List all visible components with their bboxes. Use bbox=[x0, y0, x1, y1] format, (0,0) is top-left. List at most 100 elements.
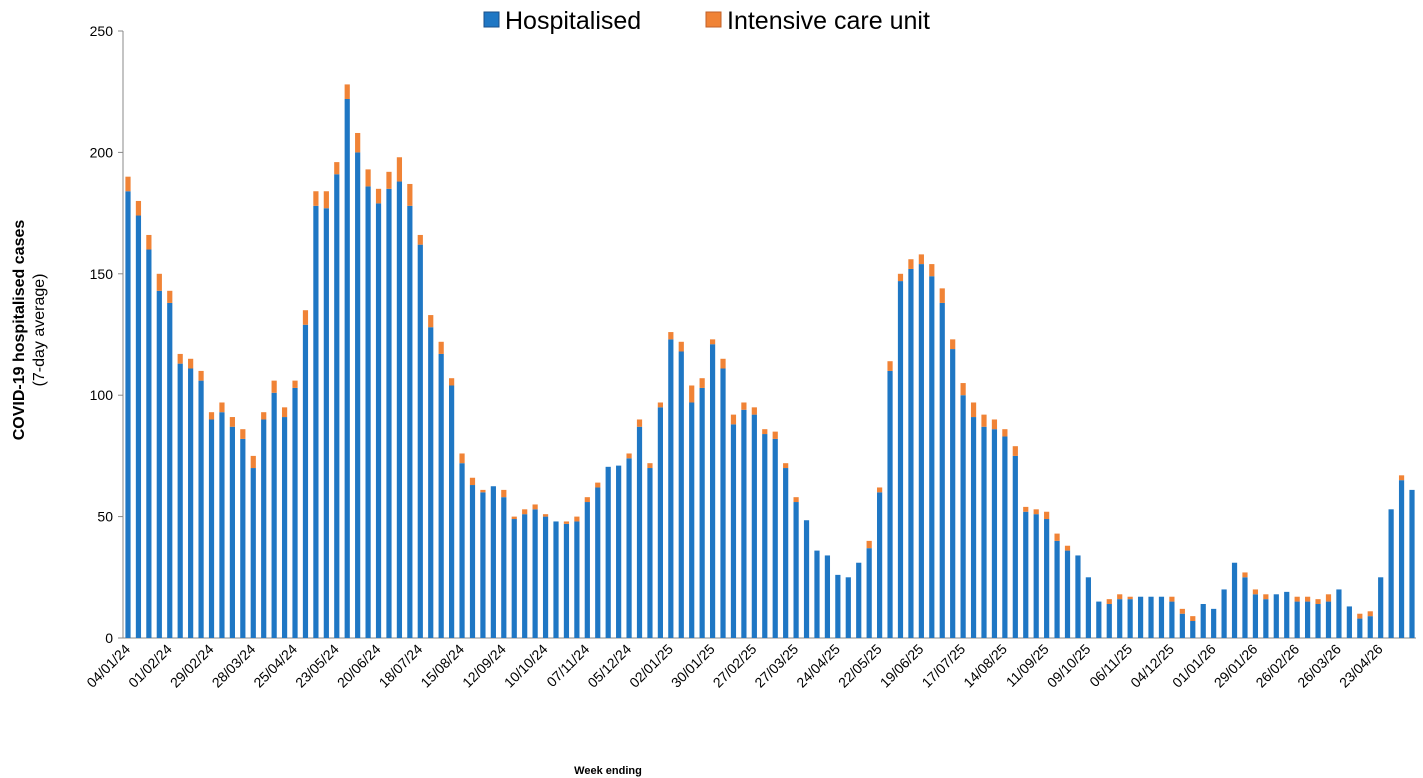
bar-segment bbox=[365, 169, 371, 187]
bar-segment bbox=[803, 520, 810, 638]
x-tick-label: 04/12/25 bbox=[1127, 641, 1177, 691]
bar-segment bbox=[1190, 621, 1196, 638]
bar-segment bbox=[469, 485, 476, 638]
bar-segment bbox=[292, 380, 298, 388]
x-tick-label: 05/12/24 bbox=[584, 641, 634, 691]
bar-segment bbox=[709, 339, 716, 345]
bar-segment bbox=[417, 234, 423, 245]
y-axis-sublabel: (7-day average) bbox=[31, 274, 48, 387]
bar-segment bbox=[970, 402, 977, 418]
bar-segment bbox=[1169, 601, 1175, 638]
bar-segment bbox=[897, 273, 904, 282]
bar-segment bbox=[271, 380, 277, 393]
bar-segment bbox=[219, 402, 225, 413]
bar-segment bbox=[845, 577, 851, 638]
bar-segment bbox=[208, 412, 215, 420]
bar-segment bbox=[1263, 594, 1269, 600]
bar-segment bbox=[908, 268, 914, 638]
bar-segment bbox=[626, 458, 632, 638]
bar-segment bbox=[459, 453, 465, 464]
bar-segment bbox=[250, 468, 256, 638]
bar-segment bbox=[542, 516, 549, 638]
bar-segment bbox=[302, 324, 309, 638]
bar-segment bbox=[302, 310, 309, 325]
bar-segment bbox=[835, 574, 841, 638]
y-tick-label: 50 bbox=[97, 509, 113, 525]
legend-swatch bbox=[483, 11, 500, 28]
bar-segment bbox=[1127, 599, 1133, 638]
bar-segment bbox=[657, 407, 663, 638]
bar-segment bbox=[1096, 601, 1102, 638]
bar-segment bbox=[386, 188, 392, 638]
bar-segment bbox=[1378, 577, 1384, 638]
bar-segment bbox=[1044, 511, 1050, 520]
bar-segment bbox=[1012, 455, 1018, 638]
bar-segment bbox=[1117, 594, 1123, 600]
bar-segment bbox=[991, 429, 998, 638]
x-tick-label: 01/01/26 bbox=[1169, 641, 1219, 691]
bar-segment bbox=[1106, 604, 1112, 638]
bar-segment bbox=[313, 205, 319, 639]
bar-segment bbox=[240, 438, 246, 638]
bar-segment bbox=[1200, 604, 1206, 638]
bar-segment bbox=[741, 402, 747, 410]
bar-segment bbox=[344, 98, 350, 638]
bar-segment bbox=[751, 414, 757, 638]
bar-segment bbox=[1044, 519, 1050, 638]
bar-segment bbox=[438, 353, 444, 638]
bar-segment bbox=[271, 392, 277, 638]
bar-segment bbox=[365, 186, 371, 638]
x-tick-label: 26/03/26 bbox=[1294, 641, 1344, 691]
bar-segment bbox=[1305, 601, 1311, 638]
bar-segment bbox=[574, 516, 580, 522]
bar-segment bbox=[720, 368, 726, 638]
x-tick-label: 27/02/25 bbox=[710, 641, 760, 691]
bar-segment bbox=[522, 514, 528, 638]
bar-segment bbox=[887, 361, 893, 371]
bar-segment bbox=[1002, 429, 1008, 437]
bar-segment bbox=[636, 426, 643, 638]
bar-segment bbox=[386, 171, 392, 189]
bar-segment bbox=[208, 419, 215, 638]
bar-segment bbox=[1054, 540, 1060, 638]
bar-segment bbox=[929, 264, 935, 277]
x-tick-label: 02/01/25 bbox=[626, 641, 676, 691]
x-tick-label: 27/03/25 bbox=[751, 641, 801, 691]
bar-segment bbox=[261, 419, 267, 638]
bar-segment bbox=[135, 215, 142, 638]
bar-segment bbox=[929, 276, 935, 638]
bar-segment bbox=[1325, 594, 1332, 602]
bar-segment bbox=[313, 191, 319, 206]
bar-segment bbox=[1179, 608, 1185, 614]
y-axis-label: COVID-19 hospitalised cases bbox=[11, 220, 28, 441]
bar-segment bbox=[1158, 596, 1165, 638]
x-tick-label: 09/10/25 bbox=[1044, 641, 1094, 691]
bar-segment bbox=[616, 465, 622, 638]
x-tick-label: 11/09/25 bbox=[1003, 641, 1052, 690]
bar-segment bbox=[772, 438, 778, 638]
x-tick-label: 17/07/25 bbox=[918, 641, 968, 691]
bar-segment bbox=[229, 426, 235, 638]
legend-label: Hospitalised bbox=[505, 7, 641, 35]
x-tick-label: 20/06/24 bbox=[334, 641, 384, 691]
bar-segment bbox=[198, 370, 204, 381]
bar-segment bbox=[229, 417, 235, 427]
bar-segment bbox=[355, 152, 361, 638]
bar-segment bbox=[428, 327, 434, 638]
bar-segment bbox=[417, 244, 423, 638]
bar-segment bbox=[960, 395, 966, 638]
bar-segment bbox=[1263, 599, 1269, 638]
bar-segment bbox=[741, 409, 747, 638]
bar-segment bbox=[970, 417, 977, 638]
bar-segment bbox=[1064, 550, 1071, 638]
x-tick-label: 23/04/26 bbox=[1336, 641, 1386, 691]
bar-segment bbox=[563, 523, 570, 638]
bar-segment bbox=[1148, 596, 1154, 638]
x-tick-label: 30/01/25 bbox=[668, 641, 718, 691]
x-tick-label: 19/06/25 bbox=[877, 641, 927, 691]
bar-segment bbox=[960, 383, 966, 396]
bar-segment bbox=[595, 487, 601, 638]
bar-segment bbox=[793, 502, 799, 638]
bar-segment bbox=[1325, 601, 1332, 638]
bar-segment bbox=[1388, 509, 1394, 638]
